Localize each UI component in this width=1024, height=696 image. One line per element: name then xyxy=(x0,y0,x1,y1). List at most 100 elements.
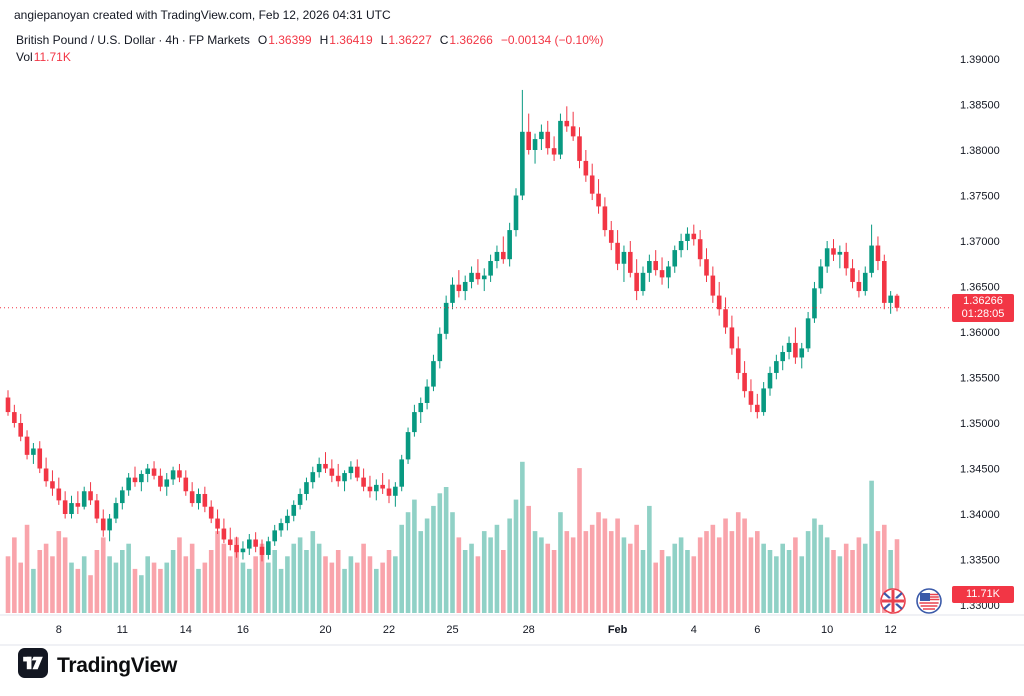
symbol-title[interactable]: British Pound / U.S. Dollar · 4h · FP Market… xyxy=(16,33,250,47)
volume-bar xyxy=(189,543,195,613)
candle-body xyxy=(170,470,176,480)
candle-body xyxy=(608,230,614,243)
volume-bar xyxy=(367,556,373,613)
volume-bar xyxy=(253,556,258,613)
gbp-flag-icon xyxy=(880,588,906,614)
candle-body xyxy=(507,230,512,260)
candle-body xyxy=(729,327,735,349)
candle-body xyxy=(850,268,855,282)
attribution-bar: angiepanoyan created with TradingView.co… xyxy=(14,8,391,22)
tradingview-logo-icon[interactable] xyxy=(18,648,48,683)
volume-bar xyxy=(589,524,595,613)
candle-body xyxy=(443,302,449,334)
volume-bar xyxy=(729,531,735,613)
candle-body xyxy=(831,248,836,255)
volume-bar xyxy=(316,543,322,613)
candle-body xyxy=(704,259,709,276)
candle-body xyxy=(113,503,119,519)
volume-axis-label: 11.71K xyxy=(952,586,1014,603)
volume-bar xyxy=(532,531,538,613)
candle-body xyxy=(685,233,690,241)
open-value: 1.36399 xyxy=(268,32,312,47)
volume-bar xyxy=(380,562,385,613)
candle-body xyxy=(316,463,322,473)
volume-bar xyxy=(240,562,246,613)
candle-body xyxy=(266,541,271,555)
volume-bar xyxy=(647,505,652,613)
candle-body xyxy=(75,503,81,507)
candle-body xyxy=(653,261,658,271)
candle-body xyxy=(151,468,157,476)
candle-body xyxy=(856,281,862,292)
candle-body xyxy=(678,241,684,251)
time-axis-label: 11 xyxy=(117,624,128,636)
footer-brand[interactable]: TradingView xyxy=(18,648,177,683)
volume-bar xyxy=(526,505,531,613)
candle-body xyxy=(37,448,43,469)
volume-bar xyxy=(183,556,189,613)
candle-body xyxy=(227,539,233,545)
candle-body xyxy=(380,484,385,489)
volume-bar xyxy=(570,537,576,613)
volume-bar xyxy=(869,480,874,613)
candle-body xyxy=(805,318,811,349)
candle-body xyxy=(539,131,544,140)
time-axis-label: 16 xyxy=(237,624,249,636)
volume-bar xyxy=(399,524,404,613)
volume-bar xyxy=(100,537,106,613)
symbol-name[interactable]: British Pound / U.S. Dollar xyxy=(16,32,156,47)
candle-body xyxy=(488,261,493,276)
brand-name[interactable]: TradingView xyxy=(57,653,178,677)
candle-body xyxy=(183,477,189,492)
price-axis-label: 1.36000 xyxy=(960,327,1000,339)
time-axis-label: 4 xyxy=(691,624,697,636)
volume-bar xyxy=(520,461,525,613)
volume-bar xyxy=(875,531,881,613)
volume-bar xyxy=(132,568,138,613)
candle-body xyxy=(342,473,347,482)
price-label-value: 1.36266 xyxy=(963,294,1003,307)
volume-bar xyxy=(126,543,131,613)
volume-bar xyxy=(196,568,201,613)
candle-body xyxy=(31,448,36,455)
candle-body xyxy=(786,342,792,353)
time-axis[interactable]: 8 11 14 16 20 22 25 28 Feb 4 6 10 12 xyxy=(56,624,897,636)
price-axis[interactable]: 1.39000 1.38500 1.38000 1.37500 1.37000 1.365… xyxy=(960,54,1000,612)
candle-body xyxy=(367,486,373,492)
candle-body xyxy=(456,284,462,292)
volume-bar xyxy=(443,487,449,613)
candle-body xyxy=(88,491,93,501)
volume-bar xyxy=(742,518,747,613)
volume-bar xyxy=(215,531,220,613)
volume-bar xyxy=(113,562,119,613)
volume-bar xyxy=(456,537,462,613)
candle-body xyxy=(310,472,316,483)
symbol-exchange[interactable]: FP Markets xyxy=(188,32,250,47)
candle-body xyxy=(81,491,87,507)
candle-body xyxy=(126,477,131,491)
volume-bar xyxy=(12,537,17,613)
volume-bar xyxy=(62,537,68,613)
volume-bar xyxy=(735,512,741,613)
volume-label: Vol xyxy=(16,49,33,64)
candle-body xyxy=(735,348,741,373)
candle-body xyxy=(158,475,163,487)
volume-bar xyxy=(723,518,728,613)
volume-bar xyxy=(558,512,563,613)
symbol-interval[interactable]: 4h xyxy=(165,32,179,47)
legend-main-row: British Pound / U.S. Dollar · 4h · FP Market… xyxy=(16,31,604,48)
volume-bar xyxy=(291,543,297,613)
volume-bar xyxy=(818,524,824,613)
candle-body xyxy=(361,477,366,487)
time-axis-label: 28 xyxy=(523,624,535,636)
volume-bar xyxy=(640,550,646,613)
volume-bar xyxy=(88,575,93,613)
price-axis-label: 1.34000 xyxy=(960,509,1000,521)
price-axis-label: 1.35500 xyxy=(960,373,1000,385)
volume-bar xyxy=(856,537,862,613)
candle-body xyxy=(323,463,328,469)
volume-bar xyxy=(278,568,284,613)
volume-bar xyxy=(247,568,252,613)
